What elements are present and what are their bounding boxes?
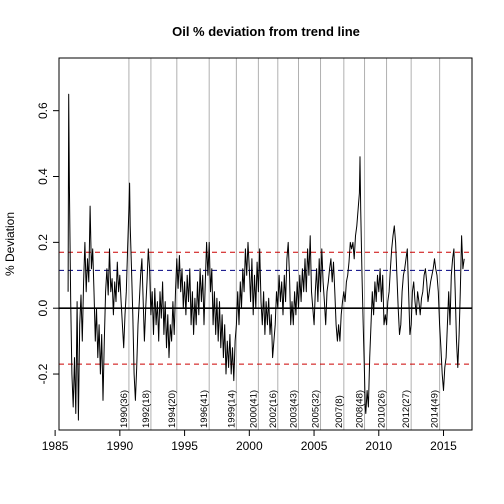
x-tick-label-3: 2000	[236, 439, 263, 453]
x-tick-label-2: 1995	[171, 439, 198, 453]
event-label-4: 1999(14)	[226, 390, 237, 428]
event-label-2: 1994(20)	[167, 390, 178, 428]
event-label-0: 1990(36)	[119, 390, 130, 428]
event-label-6: 2002(16)	[268, 390, 279, 428]
reference-lines	[59, 251, 472, 365]
series-group	[67, 93, 465, 421]
event-label-13: 2014(49)	[430, 390, 441, 428]
x-tick-label-0: 1985	[42, 439, 69, 453]
event-label-7: 2003(43)	[289, 390, 300, 428]
event-label-8: 2005(32)	[311, 390, 322, 428]
y-tick-label-1: 0.0	[36, 300, 50, 317]
y-axis: -0.2 0.0 0.2 0.4 0.6	[36, 102, 59, 384]
event-label-12: 2012(27)	[401, 390, 412, 428]
chart-title: Oil % deviation from trend line	[172, 24, 360, 39]
event-label-10: 2008(48)	[355, 390, 366, 428]
x-tick-label-5: 2010	[365, 439, 392, 453]
event-label-3: 1996(41)	[199, 390, 210, 428]
x-axis: 1985 1990 1995 2000 2005 2010 2015	[42, 430, 457, 453]
event-label-5: 2000(41)	[248, 390, 259, 428]
x-tick-label-4: 2005	[301, 439, 328, 453]
y-tick-label-3: 0.4	[36, 168, 50, 185]
y-tick-label-0: -0.2	[36, 363, 50, 384]
x-tick-label-1: 1990	[106, 439, 133, 453]
event-label-1: 1992(18)	[141, 390, 152, 428]
event-label-9: 2007(8)	[334, 395, 345, 428]
plot-frame	[58, 57, 473, 431]
series-line-0	[67, 93, 465, 421]
x-tick-label-6: 2015	[430, 439, 457, 453]
event-label-11: 2010(26)	[377, 390, 388, 428]
event-labels: 1990(36) 1992(18) 1994(20) 1996(41) 1999(14)…	[119, 390, 441, 428]
y-tick-label-4: 0.6	[36, 102, 50, 119]
y-tick-label-2: 0.2	[36, 234, 50, 251]
event-lines	[128, 58, 441, 430]
y-axis-label: % Deviation	[3, 212, 17, 276]
